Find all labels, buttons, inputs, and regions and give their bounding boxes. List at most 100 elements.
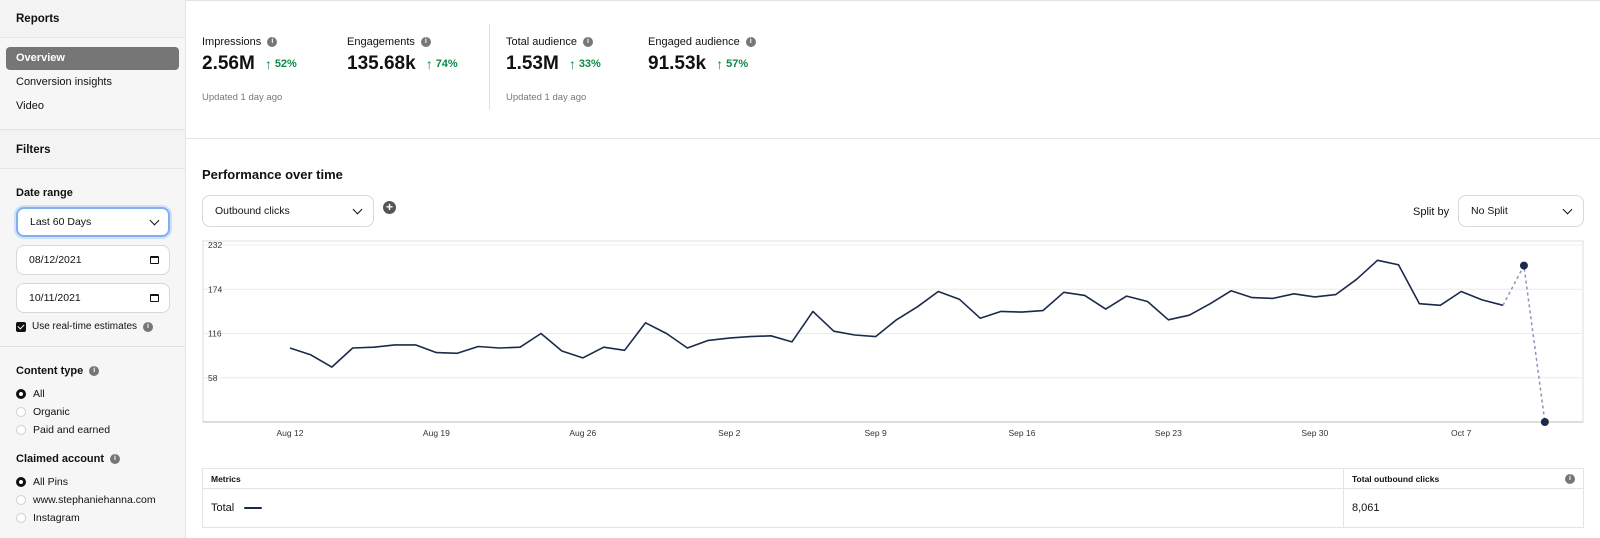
y-tick-label: 174: [208, 284, 222, 294]
stat-row: 91.53k ↑ 57%: [648, 53, 756, 75]
performance-title: Performance over time: [202, 167, 343, 182]
realtime-estimates-row[interactable]: Use real-time estimates i: [16, 321, 169, 332]
info-icon[interactable]: i: [745, 37, 756, 47]
radio-label: Instagram: [33, 512, 80, 524]
nav-item-conversion-insights[interactable]: Conversion insights: [16, 76, 112, 88]
chevron-down-icon: [149, 215, 160, 225]
content-type-option-organic[interactable]: Organic: [16, 403, 169, 421]
x-tick-label: Sep 23: [1155, 428, 1182, 438]
stat-label: Impressions i: [202, 36, 297, 48]
stats-divider: [489, 24, 490, 110]
split-by-value: No Split: [1471, 205, 1508, 217]
stat-engagements: Engagements i 135.68k ↑ 74%: [347, 36, 458, 75]
x-tick-label: Oct 7: [1451, 428, 1472, 438]
stat-row: 135.68k ↑ 74%: [347, 53, 458, 75]
metric-select-value: Outbound clicks: [215, 205, 290, 217]
metric-row-label: Total: [211, 502, 235, 514]
x-tick-label: Sep 9: [864, 428, 886, 438]
nav-item-video[interactable]: Video: [16, 100, 44, 112]
claimed-account-label: Claimed account i: [16, 453, 169, 465]
radio-icon[interactable]: [16, 513, 26, 523]
filters-heading: Filters: [0, 129, 185, 169]
stat-value: 91.53k: [648, 53, 707, 74]
content-type-option-paid[interactable]: Paid and earned: [16, 421, 169, 439]
date-range-group: Date range Last 60 Days 08/12/2021 10/11…: [0, 187, 185, 332]
stat-impressions: Impressions i 2.56M ↑ 52%: [202, 36, 297, 75]
end-date-value: 10/11/2021: [29, 292, 81, 304]
radio-selected-icon[interactable]: [16, 389, 26, 399]
divider: [0, 346, 185, 347]
stat-change-value: 57%: [726, 58, 749, 70]
stat-change-value: 74%: [435, 58, 458, 70]
stat-change: ↑ 74%: [426, 57, 458, 71]
info-icon[interactable]: i: [582, 37, 593, 47]
total-clicks-header-text: Total outbound clicks: [1352, 473, 1440, 484]
date-range-value: Last 60 Days: [30, 216, 92, 228]
info-icon[interactable]: i: [1565, 473, 1575, 484]
stat-value: 1.53M: [506, 53, 559, 74]
updated-timestamp: Updated 1 day ago: [202, 92, 283, 103]
estimate-point: [1519, 261, 1528, 270]
stat-label: Total audience i: [506, 36, 601, 48]
radio-icon[interactable]: [16, 495, 26, 505]
stat-change: ↑ 57%: [716, 57, 748, 71]
stat-value: 135.68k: [347, 53, 416, 74]
x-tick-label: Aug 12: [277, 428, 304, 438]
info-icon[interactable]: i: [267, 37, 278, 47]
x-tick-label: Aug 26: [569, 428, 596, 438]
arrow-up-icon: ↑: [716, 56, 724, 72]
stats-panel: Impressions i 2.56M ↑ 52% Engagements i 135.…: [186, 2, 1600, 139]
content-type-option-all[interactable]: All: [16, 385, 169, 403]
stat-row: 1.53M ↑ 33%: [506, 53, 601, 75]
info-icon[interactable]: i: [110, 454, 121, 464]
radio-icon[interactable]: [16, 407, 26, 417]
realtime-estimates-checkbox[interactable]: [16, 321, 26, 332]
claimed-account-option-all[interactable]: All Pins: [16, 473, 169, 491]
info-icon[interactable]: i: [420, 37, 431, 47]
stat-label-text: Total audience: [506, 36, 577, 48]
stat-change-value: 33%: [578, 58, 601, 70]
claimed-account-option-instagram[interactable]: Instagram: [16, 509, 169, 527]
x-tick-label: Sep 30: [1301, 428, 1328, 438]
plot-area: [202, 240, 1584, 423]
end-date-field[interactable]: 10/11/2021: [16, 283, 170, 313]
date-range-label-text: Date range: [16, 187, 73, 199]
realtime-estimates-label: Use real-time estimates: [32, 321, 138, 332]
claimed-account-option-website[interactable]: www.stephaniehanna.com: [16, 491, 169, 509]
radio-label: Organic: [33, 406, 70, 418]
stat-label: Engagements i: [347, 36, 458, 48]
calendar-icon[interactable]: [150, 294, 159, 302]
sidebar: Reports Overview Conversion insights Vid…: [0, 0, 186, 538]
metrics-header-cell: Metrics: [203, 469, 1344, 488]
nav-item-overview[interactable]: Overview: [6, 47, 179, 70]
split-by-label: Split by: [1413, 206, 1450, 218]
info-icon[interactable]: i: [143, 321, 154, 332]
stat-row: 2.56M ↑ 52%: [202, 53, 297, 75]
main-content: Impressions i 2.56M ↑ 52% Engagements i 135.…: [186, 0, 1600, 538]
y-tick-label: 116: [208, 329, 222, 339]
table-row: Total 8,061: [203, 489, 1583, 527]
line-chart-svg: 232 174 116 58 Aug 12 Aug 19 Aug 26 Sep 2 Sep 9 S…: [202, 240, 1584, 438]
metric-select[interactable]: Outbound clicks: [202, 195, 374, 227]
stat-label-text: Impressions: [202, 36, 262, 48]
chevron-down-icon: [352, 204, 363, 214]
info-icon[interactable]: i: [89, 366, 100, 376]
x-tick-label: Aug 19: [423, 428, 450, 438]
split-by-select[interactable]: No Split: [1458, 195, 1584, 227]
stat-change-value: 52%: [274, 58, 297, 70]
arrow-up-icon: ↑: [568, 56, 576, 72]
radio-label: www.stephaniehanna.com: [33, 494, 156, 506]
arrow-up-icon: ↑: [264, 56, 272, 72]
add-metric-icon[interactable]: +: [383, 201, 396, 214]
arrow-up-icon: ↑: [425, 56, 433, 72]
radio-selected-icon[interactable]: [16, 477, 26, 487]
date-range-select[interactable]: Last 60 Days: [16, 207, 170, 237]
metrics-table-header: Metrics Total outbound clicks i: [203, 469, 1583, 489]
y-tick-label: 58: [208, 373, 218, 383]
metrics-header-text: Metrics: [211, 473, 241, 484]
radio-label: Paid and earned: [33, 424, 111, 436]
estimate-point: [1540, 418, 1549, 426]
calendar-icon[interactable]: [150, 256, 159, 264]
radio-icon[interactable]: [16, 425, 26, 435]
start-date-field[interactable]: 08/12/2021: [16, 245, 170, 275]
